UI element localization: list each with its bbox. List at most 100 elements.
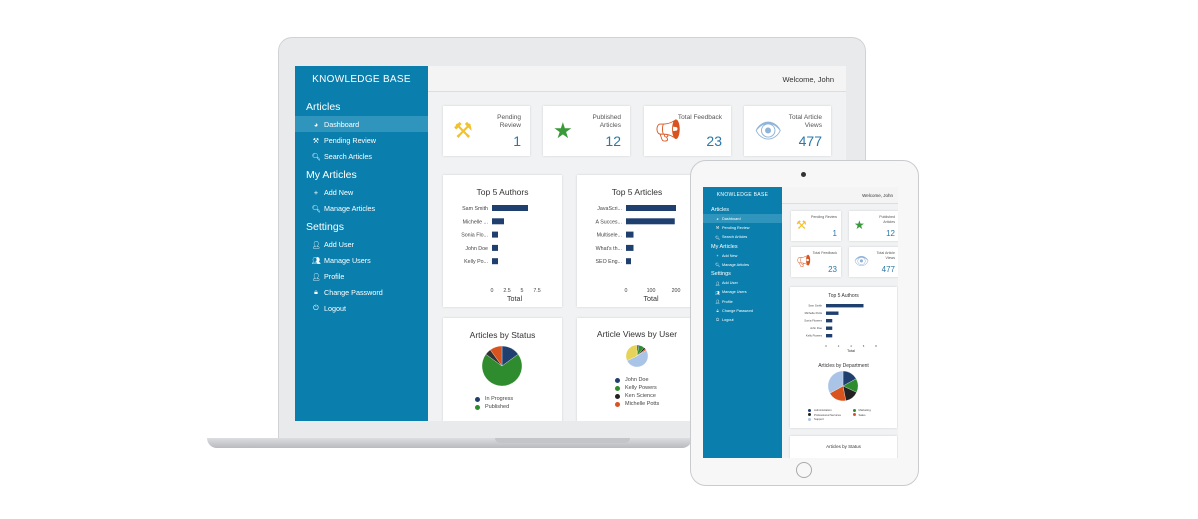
legend-label: In Progress [485,396,514,402]
legend-label: Marketing [858,408,871,413]
sidebar: KNOWLEDGE BASE Articles ◕ Dashboard ⚒ Pending… [703,187,782,458]
pie-slice [827,370,844,394]
category-label: SEO Eng... [596,259,623,265]
stat-value: 12 [605,133,621,149]
sidebar-item-label: Manage Users [722,290,747,295]
category-label: JavaScri... [597,206,622,212]
sidebar-item-manage-articles[interactable]: 🔍︎ Manage Articles [703,260,782,269]
sidebar-item-change-password[interactable]: 🔒︎ Change Password [703,306,782,315]
sidebar-section-title: Settings [306,221,344,233]
legend-item: Administration [808,408,853,413]
category-label: Sam Smith [808,303,822,307]
laptop-notch [495,438,630,443]
stat-card-2[interactable]: 📢︎ Total Feedback 23 [644,106,731,156]
sidebar-item-add-user[interactable]: 👤︎ Add User [703,278,782,287]
sidebar-item-add-new[interactable]: + Add New [703,251,782,260]
stat-label: Published Articles [592,114,621,130]
sidebar-item-dashboard[interactable]: ◕ Dashboard [703,214,782,224]
top-articles-chart: JavaScri... A Succes... Multisele... What's… [596,205,680,303]
tick-label: 0 [625,288,628,294]
sidebar-item-label: Manage Articles [722,262,750,267]
articles-by-status-panel: Articles by Status In Progress Published [443,318,562,421]
stat-label: Total Article Views [788,114,822,130]
plus-icon: + [716,253,719,258]
sidebar-item-label: Add User [722,281,738,286]
star-icon: ★ [553,118,573,143]
stat-card-0[interactable]: ⚒ Pending Review 1 [443,106,530,156]
views-pie [625,345,649,368]
category-label: What's th... [596,246,622,252]
legend-item: Sales [852,413,898,418]
stat-card-2[interactable]: 📢︎ Total Feedback 23 [791,247,841,277]
megaphone-icon: 📢︎ [796,254,812,268]
sidebar-item-pending-review[interactable]: ⚒ Pending Review [703,223,782,232]
legend-label: John Doe [625,377,649,384]
gavel-icon: ⚒ [312,135,320,145]
sidebar-item-logout[interactable]: ⏻ Logout [295,300,428,316]
sidebar-item-search-articles[interactable]: 🔍︎ Search Articles [703,233,782,242]
chart-title: Top 5 Authors [476,187,529,197]
bar [826,304,864,308]
sidebar-item-label: Logout [324,303,346,313]
lock-icon: 🔒︎ [314,287,318,296]
sidebar-item-label: Pending Review [324,135,376,145]
bar [492,218,504,225]
sidebar-item-dashboard[interactable]: ◕ Dashboard [295,116,428,132]
sidebar-item-search-articles[interactable]: 🔍︎ Search Articles [295,148,428,164]
sidebar-item-manage-users[interactable]: 👥︎ Manage Users [703,288,782,297]
sidebar-item-logout[interactable]: ⏻ Logout [703,316,782,325]
laptop-dashboard: KNOWLEDGE BASE Articles ◕ Dashboard ⚒ Pending… [295,66,846,421]
bar [492,205,528,211]
sidebar-item-add-user[interactable]: 👤︎ Add User [295,236,428,252]
tablet-dashboard: KNOWLEDGE BASE Articles ◕ Dashboard ⚒ Pending… [703,187,898,458]
sidebar-item-profile[interactable]: 👤︎ Profile [295,268,428,284]
sidebar-item-add-new[interactable]: + Add New [295,184,428,200]
tick-label: 6 [863,344,865,348]
tablet-home-button[interactable] [796,462,812,478]
legend-swatch [475,396,480,402]
legend-item: Published [475,403,562,411]
legend-item: Kelly Powers [615,384,697,392]
top-authors-chart: Sam Smith Michelle Potts Sonia Flowers John… [804,303,877,352]
tablet-camera [801,172,806,177]
legend-item: In Progress [475,395,562,403]
legend-item: Professional Services [808,413,853,418]
chart-title: Articles by Status [826,444,861,449]
stat-card-1[interactable]: ★ Published Articles 12 [543,106,630,156]
category-label: Michelle Potts [805,311,823,315]
search-icon: 🔍︎ [715,235,720,240]
sidebar-item-change-password[interactable]: 🔒︎ Change Password [295,284,428,300]
stat-card-3[interactable]: 👁︎ Total Article Views 477 [849,247,898,277]
legend-label: Published [485,404,510,410]
bar [626,244,634,251]
stat-card-1[interactable]: ★ Published Articles 12 [849,211,898,241]
sidebar-item-label: Change Password [722,309,754,314]
header: Welcome, John [428,66,846,92]
add-user-icon: 👤︎ [311,239,321,249]
bar [492,231,498,238]
legend-label: Michelle Potts [625,401,660,408]
pie-slice [625,345,638,362]
stat-card-3[interactable]: 👁︎ Total Article Views 477 [744,106,831,156]
bar [626,231,634,238]
top-articles-panel: Top 5 Articles JavaScri... A Succes... Mul… [577,175,697,307]
category-label: Sam Smith [462,206,488,212]
sidebar-section-title: Articles [711,207,730,213]
welcome-text: Welcome, John [862,193,893,198]
sidebar-item-manage-users[interactable]: 👥︎ Manage Users [295,252,428,268]
sidebar-item-label: Add User [324,239,354,249]
stat-card-0[interactable]: ⚒ Pending Review 1 [791,211,841,241]
sidebar-item-profile[interactable]: 👤︎ Profile [703,297,782,306]
legend-item: John Doe [615,376,697,384]
legend-swatch [808,417,811,421]
eye-icon: 👁︎ [754,118,782,143]
tick-label: 0 [825,344,827,348]
category-label: Kelly Po... [464,259,488,265]
chart-title: Article Views by User [596,329,678,339]
legend-swatch [852,408,856,412]
sidebar-item-pending-review[interactable]: ⚒ Pending Review [295,132,428,148]
search-icon: 🔍︎ [311,151,321,161]
sidebar-item-manage-articles[interactable]: 🔍︎ Manage Articles [295,200,428,216]
megaphone-icon: 📢︎ [654,118,682,143]
legend-label: Administration [814,408,832,413]
